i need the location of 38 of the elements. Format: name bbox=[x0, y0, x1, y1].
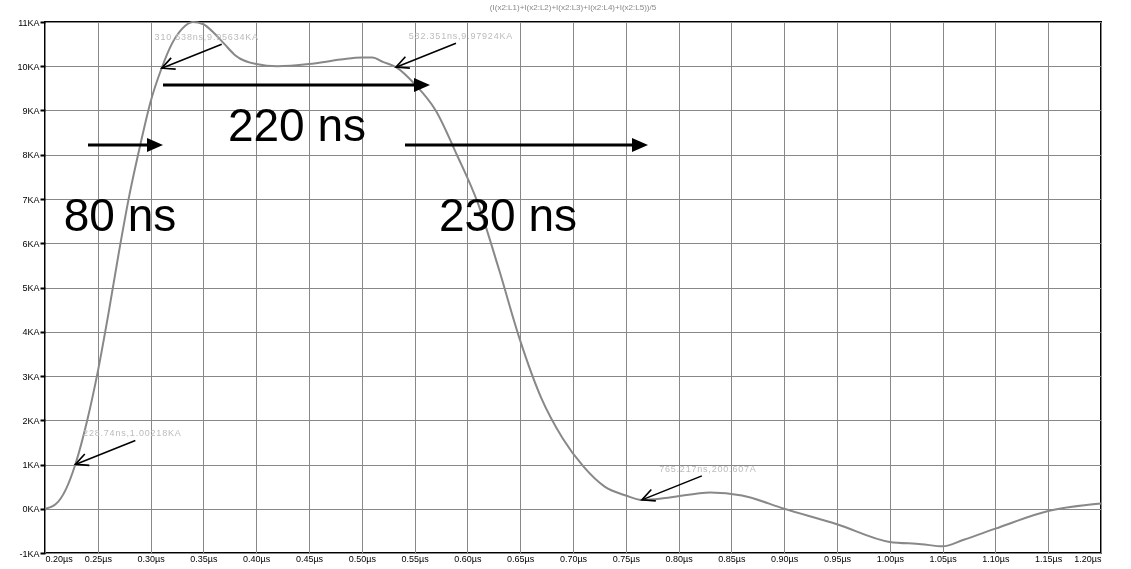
y-tick-label: 5KA bbox=[22, 283, 40, 293]
x-tick-label: 0.95µs bbox=[823, 553, 852, 564]
x-tick-label: 0.20µs bbox=[45, 553, 74, 564]
chart-title: (I(x2:L1)+I(x2:L2)+I(x2:L3)+I(x2:L4)+I(x2:L5))/5 bbox=[489, 3, 657, 12]
x-tick-label: 0.60µs bbox=[454, 553, 482, 564]
annotation: 80 ns bbox=[63, 189, 177, 241]
y-tick-label: 2KA bbox=[22, 415, 40, 426]
annotation: 220 ns bbox=[227, 99, 367, 151]
x-tick-label: 0.50µs bbox=[348, 553, 377, 564]
y-tick-label: 4KA bbox=[22, 327, 40, 338]
y-tick-label: 1KA bbox=[22, 460, 40, 470]
y-tick-label: 10KA bbox=[17, 61, 40, 72]
x-tick-label: 0.30µs bbox=[137, 553, 166, 564]
y-tick-label: 11KA bbox=[18, 17, 40, 28]
x-tick-label: 1.20µs bbox=[1074, 553, 1102, 564]
x-tick-label: 1.00µs bbox=[876, 553, 905, 564]
x-tick-label: 1.10µs bbox=[982, 553, 1010, 564]
y-tick-label: 9KA bbox=[22, 106, 40, 116]
x-tick-label: 0.75µs bbox=[612, 553, 641, 564]
x-tick-label: 0.85µs bbox=[718, 553, 746, 564]
x-tick-label: 0.45µs bbox=[295, 553, 324, 564]
x-tick-label: 0.35µs bbox=[190, 553, 218, 564]
y-tick-label: 3KA bbox=[22, 371, 40, 382]
x-tick-label: 0.90µs bbox=[771, 553, 799, 564]
y-tick-label: 0KA bbox=[22, 504, 40, 515]
annotation: 230 ns bbox=[438, 189, 578, 241]
x-tick-label: 0.65µs bbox=[507, 553, 535, 564]
x-tick-label: 0.25µs bbox=[84, 553, 113, 564]
x-tick-label: 1.05µs bbox=[929, 553, 958, 564]
x-tick-label: 0.40µs bbox=[243, 553, 271, 564]
x-tick-label: 0.80µs bbox=[665, 553, 694, 564]
y-tick-label: -1KA bbox=[19, 548, 40, 559]
y-tick-label: 6KA bbox=[22, 238, 40, 249]
x-tick-label: 0.70µs bbox=[559, 553, 588, 564]
y-tick-label: 8KA bbox=[22, 150, 40, 161]
x-tick-label: 0.55µs bbox=[401, 553, 430, 564]
y-tick-label: 7KA bbox=[22, 194, 40, 205]
x-tick-label: 1.15µs bbox=[1035, 553, 1063, 564]
